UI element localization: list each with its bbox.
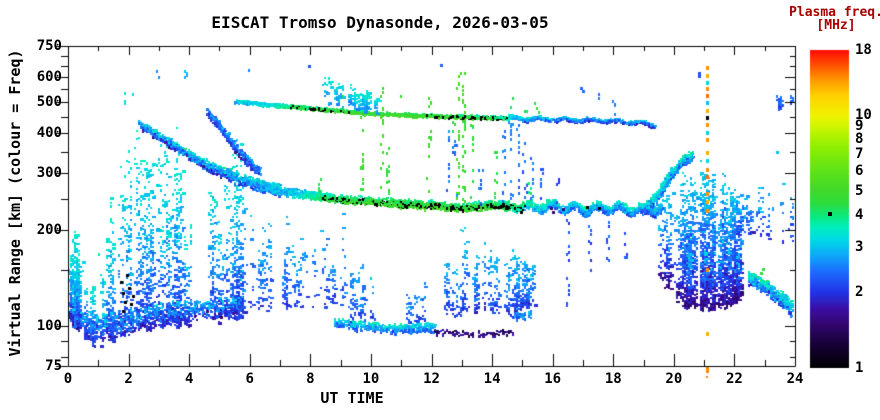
colorbar-units: [MHz]: [816, 18, 856, 33]
x-tick-label: 22: [725, 371, 743, 387]
colorbar-tick-label: 3: [855, 239, 864, 256]
x-tick-label: 12: [423, 371, 440, 387]
colorbar-title: Plasma freq.: [789, 5, 880, 20]
colorbar-tick-label: 5: [855, 182, 864, 199]
chart-title: EISCAT Tromso Dynasonde, 2026-03-05: [211, 13, 549, 32]
x-tick-label: 24: [786, 371, 804, 387]
colorbar-tick-label: 1: [855, 360, 864, 376]
colorbar-tick-label: 7: [855, 145, 864, 162]
y-tick-label: 300: [36, 165, 62, 182]
y-tick-label: 100: [36, 318, 62, 335]
y-tick-label: 75: [45, 358, 62, 374]
x-tick-label: 0: [63, 371, 73, 387]
x-tick-label: 2: [124, 371, 133, 387]
y-tick-label: 500: [36, 94, 62, 111]
colorbar-tick-label: 18: [855, 42, 872, 58]
y-tick-label: 600: [36, 69, 62, 85]
colorbar-tick-label: 8: [855, 131, 864, 148]
x-axis-label: UT TIME: [320, 389, 384, 407]
x-tick-label: 18: [604, 371, 622, 387]
y-tick-label: 200: [36, 221, 62, 238]
y-tick-label: 750: [36, 38, 62, 54]
y-tick-label: 400: [36, 125, 62, 142]
x-tick-label: 14: [483, 371, 501, 387]
x-tick-label: 10: [362, 371, 380, 387]
colorbar-tick-label: 9: [855, 118, 864, 135]
x-tick-label: 8: [306, 371, 315, 387]
x-tick-label: 4: [184, 371, 194, 387]
x-tick-label: 6: [245, 371, 254, 387]
x-tick-label: 20: [665, 371, 683, 387]
colorbar-tick-label: 6: [855, 162, 864, 179]
colorbar-marker-dot: [828, 212, 832, 216]
colorbar-tick-label: 4: [855, 207, 864, 224]
x-tick-label: 16: [544, 371, 562, 387]
colorbar-tick-label: 2: [855, 283, 864, 300]
colorbar-tick-label: 10: [855, 106, 872, 123]
